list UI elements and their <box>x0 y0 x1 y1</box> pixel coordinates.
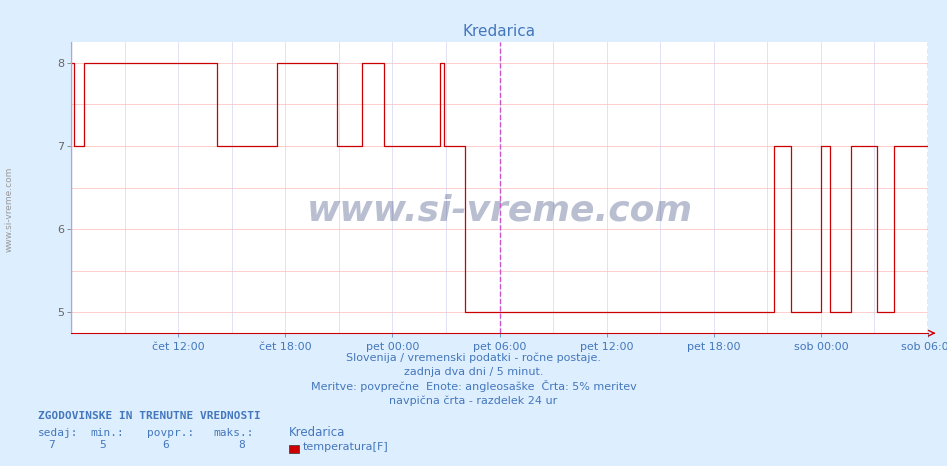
Text: Kredarica: Kredarica <box>289 426 346 439</box>
Text: zadnja dva dni / 5 minut.: zadnja dva dni / 5 minut. <box>403 367 544 377</box>
Text: maks.:: maks.: <box>213 428 254 438</box>
Text: 8: 8 <box>238 440 245 450</box>
Text: navpična črta - razdelek 24 ur: navpična črta - razdelek 24 ur <box>389 396 558 406</box>
Text: temperatura[F]: temperatura[F] <box>303 442 389 452</box>
Text: www.si-vreme.com: www.si-vreme.com <box>307 194 692 228</box>
Text: sedaj:: sedaj: <box>38 428 79 438</box>
Title: Kredarica: Kredarica <box>463 24 536 40</box>
Text: 5: 5 <box>98 440 106 450</box>
Text: ZGODOVINSKE IN TRENUTNE VREDNOSTI: ZGODOVINSKE IN TRENUTNE VREDNOSTI <box>38 411 260 421</box>
Text: Slovenija / vremenski podatki - ročne postaje.: Slovenija / vremenski podatki - ročne po… <box>346 353 601 363</box>
Text: povpr.:: povpr.: <box>147 428 194 438</box>
Text: min.:: min.: <box>90 428 124 438</box>
Text: Meritve: povprečne  Enote: angleosaške  Črta: 5% meritev: Meritve: povprečne Enote: angleosaške Čr… <box>311 380 636 392</box>
Text: 7: 7 <box>48 440 56 450</box>
Text: 6: 6 <box>162 440 170 450</box>
Text: www.si-vreme.com: www.si-vreme.com <box>5 167 14 253</box>
